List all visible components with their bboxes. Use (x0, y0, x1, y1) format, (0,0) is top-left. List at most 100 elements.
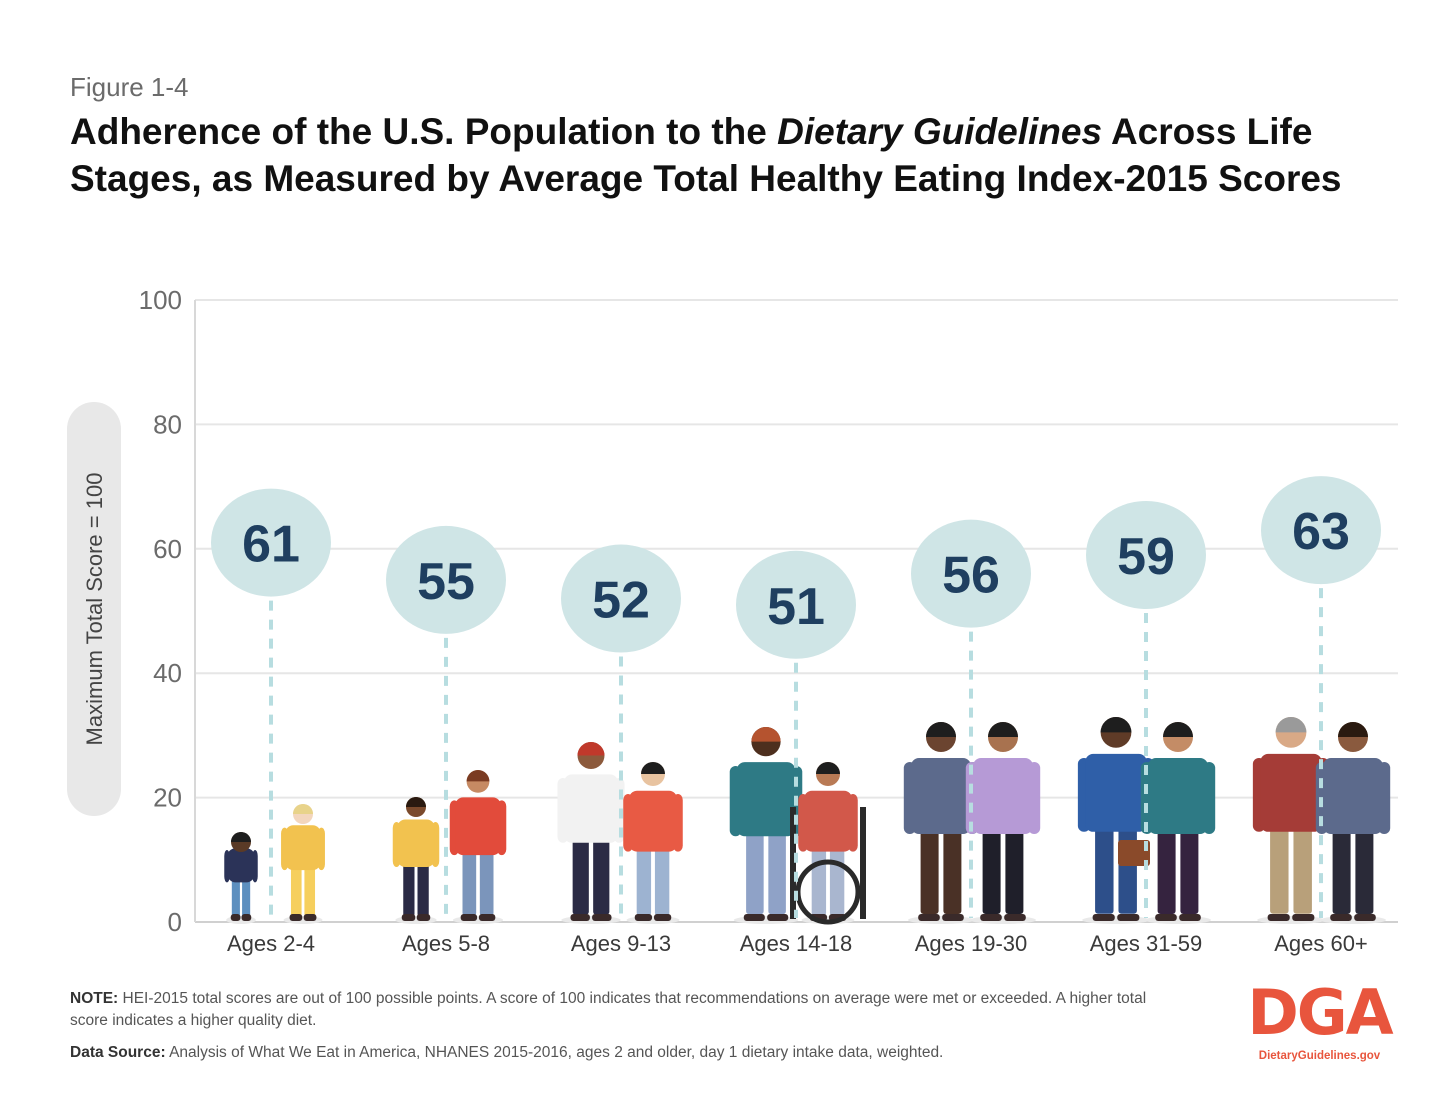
shoe (653, 914, 672, 921)
value-label: 51 (767, 578, 825, 636)
torso (397, 819, 435, 867)
shoe (289, 914, 303, 921)
shoe (592, 914, 612, 921)
y-axis-label: Maximum Total Score = 100 (82, 473, 107, 746)
hair (293, 804, 313, 814)
value-bubble (1261, 476, 1381, 585)
torso (804, 790, 852, 852)
hair (1275, 716, 1307, 733)
value-bubble (561, 544, 681, 653)
torso (1323, 758, 1383, 834)
shadow (1320, 916, 1386, 924)
shoe (634, 914, 653, 921)
value-label: 56 (942, 547, 1000, 605)
leg (829, 845, 845, 916)
shoe (230, 914, 241, 921)
older-woman-icon (1315, 722, 1391, 924)
leg (593, 835, 610, 915)
shoe (1092, 914, 1115, 921)
child-girl-icon (449, 770, 507, 924)
value-bubble (911, 519, 1031, 628)
shadow (626, 916, 680, 924)
frame (860, 807, 866, 919)
shadow (561, 916, 621, 924)
hair (406, 797, 426, 807)
hair (816, 762, 840, 774)
leg (479, 849, 494, 916)
leg (403, 862, 415, 917)
shoe (241, 914, 252, 921)
shadow (1257, 916, 1325, 924)
torso (1148, 758, 1208, 834)
y-tick-label: 100 (139, 285, 182, 315)
torso (973, 758, 1033, 834)
leg (982, 826, 1001, 914)
frame (790, 807, 796, 919)
shoe (1330, 914, 1352, 921)
older-man-icon (1252, 716, 1330, 924)
x-tick-label: Ages 14-18 (740, 931, 853, 956)
shoe (460, 914, 478, 921)
shoe (570, 914, 590, 921)
leg (943, 826, 962, 914)
shoe (1292, 914, 1315, 921)
shoe (767, 914, 789, 921)
shoe (416, 914, 431, 921)
value-label: 52 (592, 572, 650, 630)
x-tick-label: Ages 31-59 (1090, 931, 1203, 956)
shoe (401, 914, 416, 921)
child-boy-icon (392, 797, 440, 924)
value-bubble (736, 550, 856, 659)
y-axis-pill (67, 402, 121, 816)
leg (572, 835, 589, 915)
shadow (283, 916, 323, 924)
torso (227, 848, 255, 883)
logo-url: DietaryGuidelines.gov (1258, 1050, 1381, 1062)
hair (466, 770, 490, 782)
torso (736, 762, 796, 837)
briefcase-icon (1118, 840, 1150, 866)
leg (811, 845, 827, 916)
value-label: 55 (417, 553, 475, 611)
shadow (908, 916, 974, 924)
value-label: 63 (1292, 503, 1350, 561)
leg (1095, 823, 1114, 914)
shadow (1145, 916, 1211, 924)
leg (290, 865, 302, 918)
leg (304, 865, 316, 918)
hair (1338, 722, 1368, 737)
leg (1293, 823, 1312, 914)
chart-title: Adherence of the U.S. Population to the … (70, 111, 1342, 199)
leg (1332, 826, 1351, 914)
shoe (1179, 914, 1201, 921)
shadow (733, 916, 799, 924)
shoe (1004, 914, 1026, 921)
hair (577, 742, 605, 756)
leg (654, 845, 670, 916)
x-tick-label: Ages 2-4 (227, 931, 315, 956)
torso (1260, 753, 1322, 832)
y-tick-label: 80 (153, 409, 182, 439)
hair (1100, 716, 1132, 733)
leg (462, 849, 477, 916)
shadow (452, 916, 504, 924)
y-tick-label: 40 (153, 658, 182, 688)
hair (1163, 722, 1193, 737)
leg (231, 878, 240, 919)
value-bubble (1086, 501, 1206, 610)
leg (1118, 823, 1137, 914)
shoe (1155, 914, 1177, 921)
dga-logo[interactable]: DGA DietaryGuidelines.gov (1232, 978, 1407, 1063)
value-bubble (211, 488, 331, 597)
shoe (303, 914, 317, 921)
shoe (942, 914, 964, 921)
leg (636, 845, 652, 916)
shoe (478, 914, 496, 921)
leg (1270, 823, 1289, 914)
y-tick-label: 0 (168, 907, 182, 937)
hair (926, 722, 956, 737)
shadow (395, 916, 437, 924)
shadow (1082, 916, 1150, 924)
torso (629, 790, 677, 852)
